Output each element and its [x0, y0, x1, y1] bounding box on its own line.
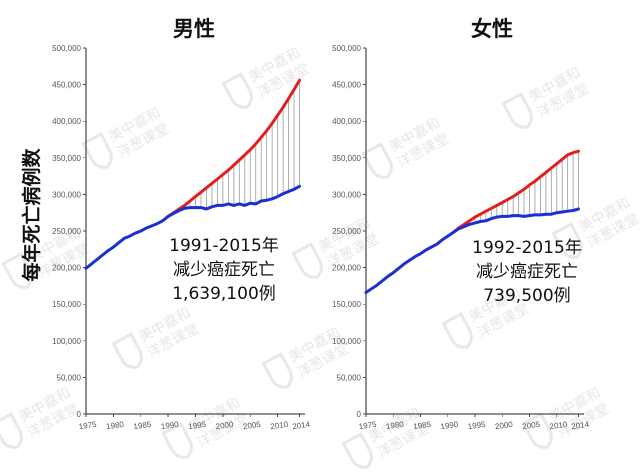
y-axis-label: 每年死亡病例数 [20, 148, 43, 282]
male-y-tick-label-6: 300,000 [52, 190, 81, 199]
watermark-shield-icon [341, 432, 373, 469]
female-y-tick-label-7: 350,000 [332, 154, 361, 163]
female-x-tick-label-0: 1975 [358, 420, 377, 431]
female-x-tick-label-2: 1985 [413, 420, 432, 431]
female-y-tick-label-3: 150,000 [332, 300, 361, 309]
watermark-shield-icon [551, 222, 583, 259]
watermark-shield-icon [81, 132, 113, 169]
female-y-tick-label-8: 400,000 [332, 117, 361, 126]
female-y-tick-label-10: 500,000 [332, 44, 361, 53]
watermark-shield-icon [1, 252, 33, 289]
male-x-tick-label-7: 2010 [270, 420, 289, 431]
male-y-tick-label-2: 100,000 [52, 337, 81, 346]
male-x-tick-label-0: 1975 [78, 420, 97, 431]
male-gap-hatching [178, 80, 300, 211]
female-y-tick-label-2: 100,000 [332, 337, 361, 346]
panel-title-female: 女性 [471, 17, 513, 41]
female-expected-line [451, 149, 580, 234]
female-y-tick-label-5: 250,000 [332, 227, 361, 236]
male-x-tick-label-6: 2005 [242, 420, 261, 431]
annotation-female: 1992-2015年 减少癌症死亡 739,500例 [472, 238, 582, 306]
annotation-male-line-3: 1,639,100例 [172, 284, 276, 304]
panel-male: 男性 0 50,000 100,000 150,000 200,000 250,000 30… [52, 17, 311, 431]
female-x-tick-label-4: 1995 [467, 420, 486, 431]
male-y-tick-label-5: 250,000 [52, 227, 81, 236]
female-x-tick-label-7: 2010 [549, 420, 568, 431]
female-actual-line [364, 207, 580, 294]
female-y-tick-label-9: 450,000 [332, 81, 361, 90]
annotation-female-line-3: 739,500例 [483, 286, 570, 306]
watermark-shield-icon [521, 412, 553, 449]
male-x-tick-label-3: 1990 [160, 420, 179, 431]
female-y-tick-label-1: 50,000 [337, 373, 362, 382]
male-y-tick-label-0: 0 [77, 410, 82, 419]
male-y-tick-label-8: 400,000 [52, 117, 81, 126]
male-y-tick-label-7: 350,000 [52, 154, 81, 163]
male-x-tick-label-4: 1995 [188, 420, 207, 431]
male-x-tick-label-1: 1980 [106, 420, 125, 431]
annotation-male-line-2: 减少癌症死亡 [173, 260, 275, 280]
male-y-tick-label-3: 150,000 [52, 300, 81, 309]
male-x-tick-label-5: 2000 [215, 420, 234, 431]
annotation-male-line-1: 1991-2015年 [169, 236, 279, 256]
female-x-tick-label-1: 1980 [385, 420, 404, 431]
annotation-female-line-1: 1992-2015年 [472, 238, 582, 258]
watermark-shield-icon [441, 312, 473, 349]
male-expected-line [166, 78, 301, 218]
watermark-shield-icon [261, 352, 293, 389]
female-gap-hatching [463, 151, 579, 227]
watermark-shield-icon [221, 72, 253, 109]
panel-title-male: 男性 [173, 17, 215, 41]
female-plot-marks: 0 50,000 100,000 150,000 200,000 250,000 300,0… [332, 44, 590, 431]
female-x-tick-label-6: 2005 [522, 420, 541, 431]
male-actual-line [84, 184, 301, 270]
watermark-shield-icon [0, 412, 23, 449]
female-y-tick-label-6: 300,000 [332, 190, 361, 199]
male-y-tick-label-1: 50,000 [57, 373, 82, 382]
male-plot-marks: 0 50,000 100,000 150,000 200,000 250,000 300,0… [52, 44, 311, 431]
annotation-female-line-2: 减少癌症死亡 [476, 262, 578, 282]
female-y-tick-label-0: 0 [357, 410, 362, 419]
male-x-tick-label-8: 2014 [292, 420, 311, 431]
annotation-male: 1991-2015年 减少癌症死亡 1,639,100例 [169, 236, 279, 304]
male-y-tick-label-4: 200,000 [52, 264, 81, 273]
male-y-tick-label-10: 500,000 [52, 44, 81, 53]
watermark-shield-icon [291, 242, 323, 279]
male-y-tick-label-9: 450,000 [52, 81, 81, 90]
panel-female: 女性 0 50,000 100,000 150,000 200,000 250,000 30… [332, 17, 590, 431]
female-x-tick-label-3: 1990 [440, 420, 459, 431]
watermark-shield-icon [161, 422, 193, 459]
watermark-shield-icon [361, 142, 393, 179]
female-y-tick-label-4: 200,000 [332, 264, 361, 273]
female-x-tick-label-5: 2000 [494, 420, 513, 431]
watermark-shield-icon [111, 332, 143, 369]
female-x-tick-label-8: 2014 [571, 420, 590, 431]
male-x-tick-label-2: 1985 [133, 420, 152, 431]
watermark-shield-icon [501, 92, 533, 129]
